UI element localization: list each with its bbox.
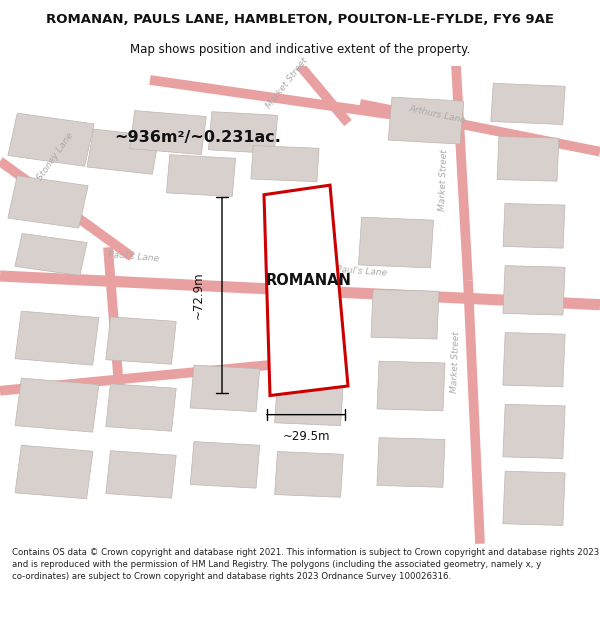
Bar bbox=[503, 471, 565, 526]
Bar bbox=[251, 146, 319, 182]
Text: Map shows position and indicative extent of the property.: Map shows position and indicative extent… bbox=[130, 42, 470, 56]
Bar bbox=[388, 97, 464, 144]
Bar bbox=[371, 289, 439, 339]
Bar bbox=[8, 176, 88, 228]
Text: Market Street: Market Street bbox=[450, 331, 461, 392]
Bar bbox=[503, 266, 565, 315]
Bar bbox=[87, 129, 159, 174]
Bar bbox=[190, 365, 260, 412]
Text: Arthurs Lane: Arthurs Lane bbox=[408, 104, 467, 125]
Bar bbox=[503, 332, 565, 387]
Bar bbox=[275, 451, 343, 498]
Text: Paul's Lane: Paul's Lane bbox=[336, 266, 388, 278]
Bar bbox=[275, 380, 343, 426]
Text: Market Street: Market Street bbox=[264, 56, 309, 111]
Text: Market Street: Market Street bbox=[438, 149, 449, 211]
Bar bbox=[130, 111, 206, 154]
Bar bbox=[190, 441, 260, 488]
Bar bbox=[106, 451, 176, 498]
Bar bbox=[377, 438, 445, 488]
Bar bbox=[208, 112, 278, 154]
Bar bbox=[503, 204, 565, 248]
Text: ~936m²/~0.231ac.: ~936m²/~0.231ac. bbox=[115, 130, 281, 145]
Bar bbox=[15, 378, 99, 432]
Text: ROMANAN, PAULS LANE, HAMBLETON, POULTON-LE-FYLDE, FY6 9AE: ROMANAN, PAULS LANE, HAMBLETON, POULTON-… bbox=[46, 13, 554, 26]
Bar bbox=[491, 83, 565, 124]
Bar bbox=[106, 317, 176, 364]
Bar bbox=[15, 311, 99, 365]
Text: ~72.9m: ~72.9m bbox=[191, 271, 205, 319]
Bar bbox=[377, 361, 445, 411]
Bar bbox=[8, 113, 94, 166]
Bar bbox=[15, 445, 93, 499]
Bar bbox=[166, 154, 236, 196]
Bar bbox=[106, 384, 176, 431]
Text: ROMANAN: ROMANAN bbox=[266, 273, 352, 288]
Text: Paul's Lane: Paul's Lane bbox=[108, 250, 160, 264]
Polygon shape bbox=[264, 185, 348, 396]
Bar bbox=[358, 217, 434, 268]
Text: ~29.5m: ~29.5m bbox=[282, 429, 330, 442]
Bar bbox=[15, 234, 87, 276]
Bar bbox=[497, 136, 559, 181]
Text: Contains OS data © Crown copyright and database right 2021. This information is : Contains OS data © Crown copyright and d… bbox=[12, 548, 599, 581]
Bar bbox=[503, 404, 565, 459]
Text: Stoney Lane: Stoney Lane bbox=[36, 131, 76, 182]
